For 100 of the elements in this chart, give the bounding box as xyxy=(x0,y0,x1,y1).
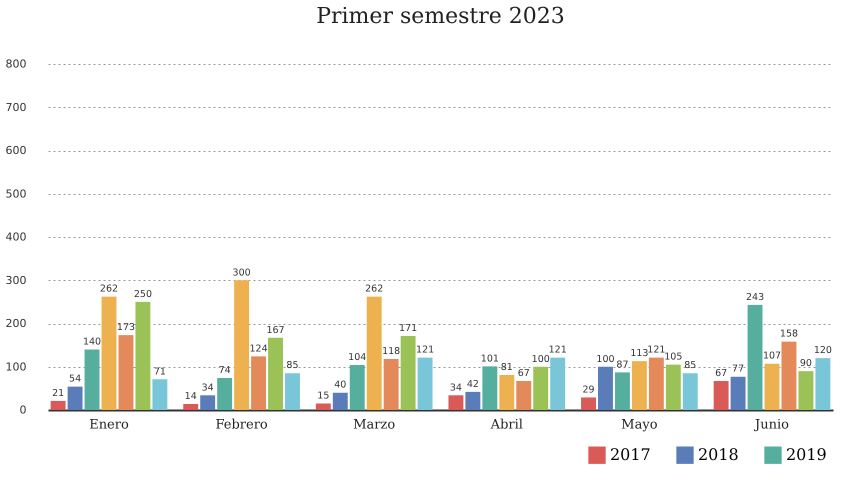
data-label: 121 xyxy=(647,344,666,356)
data-label: 104 xyxy=(348,352,366,364)
bar xyxy=(102,296,116,410)
data-label: 90 xyxy=(800,358,812,370)
data-label: 54 xyxy=(69,374,82,385)
data-label: 14 xyxy=(184,390,197,402)
bar xyxy=(384,358,399,410)
data-label: 120 xyxy=(814,345,832,356)
bar xyxy=(217,378,232,410)
bar xyxy=(782,342,796,410)
bar xyxy=(68,386,83,410)
bar xyxy=(152,379,168,410)
data-label: 81 xyxy=(500,362,513,373)
bar xyxy=(234,280,250,410)
data-label: 77 xyxy=(732,364,744,375)
data-label: 262 xyxy=(365,284,384,295)
bar xyxy=(748,304,763,410)
bar xyxy=(366,296,382,410)
bar xyxy=(550,358,566,410)
legend-label: 2017 xyxy=(610,445,651,464)
chart-title: Primer semestre 2023 xyxy=(316,4,565,29)
data-label: 100 xyxy=(596,354,615,365)
bar xyxy=(632,361,647,410)
bar xyxy=(316,404,331,410)
data-label: 118 xyxy=(382,346,400,357)
bar xyxy=(200,395,216,410)
bar xyxy=(614,372,630,410)
bar xyxy=(118,335,134,410)
y-tick-label: 600 xyxy=(6,144,26,157)
data-label: 85 xyxy=(286,360,299,372)
data-label: 21 xyxy=(52,388,64,399)
data-label: 121 xyxy=(416,344,434,356)
x-tick-label: Febrero xyxy=(215,418,268,432)
x-tick-label: Abril xyxy=(490,418,523,432)
bar xyxy=(581,397,596,410)
bar xyxy=(183,404,198,410)
y-tick-label: 700 xyxy=(6,100,26,114)
bar xyxy=(50,400,66,410)
bar xyxy=(332,392,348,410)
data-label: 173 xyxy=(116,322,136,334)
bar xyxy=(666,364,681,410)
data-label: 40 xyxy=(334,380,346,391)
bar xyxy=(730,376,746,410)
data-label: 34 xyxy=(202,382,214,394)
legend-label: 2018 xyxy=(698,445,739,464)
data-label: 121 xyxy=(548,344,567,356)
data-label: 158 xyxy=(780,328,798,340)
y-tick-label: 0 xyxy=(20,404,26,416)
data-label: 140 xyxy=(82,336,102,348)
bar xyxy=(648,358,664,410)
data-label: 250 xyxy=(134,288,152,300)
data-label: 101 xyxy=(480,353,499,364)
data-label: 300 xyxy=(232,267,251,278)
x-tick-label: Mayo xyxy=(621,418,658,432)
data-label: 42 xyxy=(466,378,479,390)
bar xyxy=(135,302,150,410)
data-label: 67 xyxy=(715,368,728,380)
bar xyxy=(516,381,532,410)
x-tick-label: Marzo xyxy=(353,418,396,432)
data-label: 113 xyxy=(630,348,648,360)
data-label: 74 xyxy=(218,364,231,376)
data-label: 243 xyxy=(746,292,764,303)
y-tick-label: 500 xyxy=(6,187,26,200)
x-tick-label: Enero xyxy=(89,418,129,432)
data-label: 71 xyxy=(154,366,166,378)
bar xyxy=(285,373,300,410)
bar xyxy=(714,381,729,410)
bar xyxy=(84,349,100,410)
y-tick-label: 200 xyxy=(6,317,26,330)
data-label: 262 xyxy=(100,284,118,295)
y-tick-label: 400 xyxy=(6,230,26,244)
bar xyxy=(815,358,830,410)
bar xyxy=(533,366,548,410)
y-tick-label: 100 xyxy=(6,360,26,374)
data-label: 29 xyxy=(582,384,595,396)
data-label: 107 xyxy=(762,350,782,362)
data-label: 100 xyxy=(532,354,550,365)
bar xyxy=(482,366,498,410)
data-label: 15 xyxy=(317,390,330,402)
bar xyxy=(350,365,365,410)
data-label: 85 xyxy=(684,360,696,372)
data-label: 67 xyxy=(518,368,530,380)
bar xyxy=(448,395,464,410)
bar xyxy=(764,364,780,410)
bar xyxy=(499,374,514,410)
bar xyxy=(682,373,698,410)
legend-label: 2019 xyxy=(786,445,827,464)
data-label: 87 xyxy=(616,359,628,370)
data-label: 171 xyxy=(399,323,418,334)
data-label: 34 xyxy=(450,382,462,394)
bar xyxy=(798,371,814,410)
bar xyxy=(598,366,613,410)
data-label: 124 xyxy=(249,343,268,354)
x-tick-label: Junio xyxy=(753,418,790,432)
bar xyxy=(268,338,283,410)
y-tick-label: 300 xyxy=(6,274,26,287)
bar xyxy=(418,358,433,410)
bar xyxy=(400,336,416,410)
bar xyxy=(251,356,266,410)
data-label: 105 xyxy=(664,352,682,363)
